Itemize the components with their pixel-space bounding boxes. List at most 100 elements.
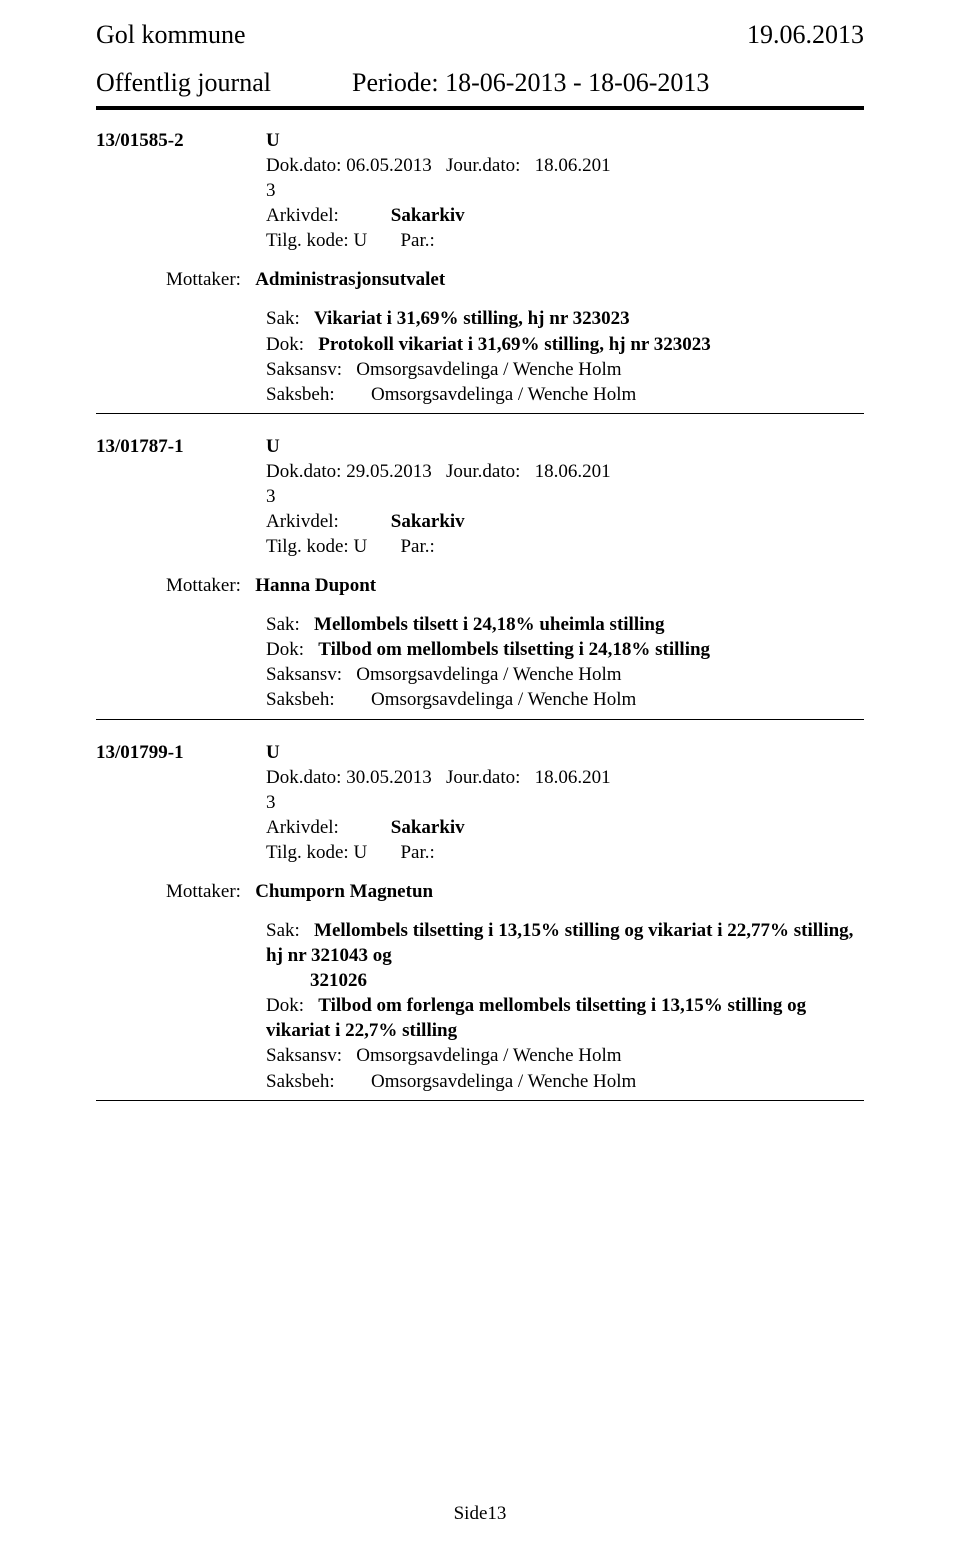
entry-type: U [266, 434, 280, 459]
sak-line: Sak: Mellombels tilsetting i 13,15% stil… [266, 918, 864, 968]
jourdato-cont: 3 [96, 790, 864, 815]
arkivdel-line: Arkivdel: Sakarkiv [96, 203, 864, 228]
mottaker-value: Hanna Dupont [255, 575, 376, 596]
periode: Periode: 18-06-2013 - 18-06-2013 [346, 68, 709, 98]
sak-label: Sak: [266, 308, 300, 329]
jourdato-value: 18.06.201 [535, 155, 611, 176]
case-number: 13/01799-1 [96, 740, 266, 765]
header-row-1: Gol kommune 19.06.2013 [96, 20, 864, 50]
saksansv-value: Omsorgsavdelinga / Wenche Holm [356, 359, 621, 380]
arkivdel-label: Arkivdel: [266, 815, 386, 840]
mottaker-value: Chumporn Magnetun [255, 881, 433, 902]
sak-value: Mellombels tilsetting i 13,15% stilling … [266, 920, 853, 966]
arkivdel-label: Arkivdel: [266, 509, 386, 534]
saksbeh-value: Omsorgsavdelinga / Wenche Holm [371, 382, 636, 407]
tilgkode-label: Tilg. kode: [266, 230, 349, 251]
tilgkode-label: Tilg. kode: [266, 842, 349, 863]
saksbeh-value: Omsorgsavdelinga / Wenche Holm [371, 1069, 636, 1094]
jourdato-value: 18.06.201 [535, 767, 611, 788]
mottaker-line: Mottaker: Chumporn Magnetun [96, 879, 864, 904]
mottaker-line: Mottaker: Hanna Dupont [96, 573, 864, 598]
entry-type: U [266, 740, 280, 765]
saksansv-value: Omsorgsavdelinga / Wenche Holm [356, 664, 621, 685]
page-footer: Side13 [0, 1503, 960, 1525]
dokdato-label: Dok.dato: [266, 461, 341, 482]
sak-block: Sak: Mellombels tilsetting i 13,15% stil… [96, 918, 864, 1094]
dok-value: Protokoll vikariat i 31,69% stilling, hj… [318, 334, 711, 355]
sak-cont: 321026 [266, 968, 864, 993]
double-rule [96, 106, 864, 110]
entry-type: U [266, 128, 280, 153]
dokdato-line: Dok.dato: 06.05.2013 Jour.dato: 18.06.20… [96, 153, 864, 178]
dokdato-line: Dok.dato: 30.05.2013 Jour.dato: 18.06.20… [96, 765, 864, 790]
sak-line: Sak: Mellombels tilsett i 24,18% uheimla… [266, 612, 864, 637]
sak-block: Sak: Mellombels tilsett i 24,18% uheimla… [96, 612, 864, 712]
saksbeh-label: Saksbeh: [266, 1069, 371, 1094]
saksansv-line: Saksansv: Omsorgsavdelinga / Wenche Holm [266, 662, 864, 687]
dok-label: Dok: [266, 334, 304, 355]
saksansv-line: Saksansv: Omsorgsavdelinga / Wenche Holm [266, 357, 864, 382]
dok-label: Dok: [266, 639, 304, 660]
par-label: Par.: [400, 230, 434, 251]
dokdato-label: Dok.dato: [266, 155, 341, 176]
jourdato-label: Jour.dato: [446, 461, 520, 482]
entry-rule [96, 1100, 864, 1101]
entry-rule [96, 413, 864, 414]
arkivdel-line: Arkivdel: Sakarkiv [96, 509, 864, 534]
saksbeh-line: Saksbeh: Omsorgsavdelinga / Wenche Holm [266, 1069, 864, 1094]
arkivdel-value: Sakarkiv [391, 817, 465, 838]
journal-entry: 13/01799-1 U Dok.dato: 30.05.2013 Jour.d… [96, 740, 864, 1101]
saksansv-line: Saksansv: Omsorgsavdelinga / Wenche Holm [266, 1043, 864, 1068]
mottaker-label: Mottaker: [166, 881, 241, 902]
saksansv-label: Saksansv: [266, 664, 342, 685]
sak-label: Sak: [266, 920, 300, 941]
journal-entry: 13/01787-1 U Dok.dato: 29.05.2013 Jour.d… [96, 434, 864, 720]
case-number: 13/01787-1 [96, 434, 266, 459]
dok-line: Dok: Tilbod om mellombels tilsetting i 2… [266, 637, 864, 662]
mottaker-label: Mottaker: [166, 269, 241, 290]
mottaker-line: Mottaker: Administrasjonsutvalet [96, 267, 864, 292]
par-label: Par.: [400, 536, 434, 557]
sak-value: Mellombels tilsett i 24,18% uheimla stil… [314, 614, 664, 635]
jourdato-label: Jour.dato: [446, 155, 520, 176]
tilgkode-line: Tilg. kode: U Par.: [96, 228, 864, 253]
jourdato-label: Jour.dato: [446, 767, 520, 788]
saksbeh-line: Saksbeh: Omsorgsavdelinga / Wenche Holm [266, 687, 864, 712]
tilgkode-line: Tilg. kode: U Par.: [96, 534, 864, 559]
par-label: Par.: [400, 842, 434, 863]
saksbeh-line: Saksbeh: Omsorgsavdelinga / Wenche Holm [266, 382, 864, 407]
entry-rule [96, 719, 864, 720]
tilgkode-value: U [353, 536, 367, 557]
case-number: 13/01585-2 [96, 128, 266, 153]
sak-value: Vikariat i 31,69% stilling, hj nr 323023 [314, 308, 630, 329]
org-name: Gol kommune [96, 20, 246, 50]
mottaker-label: Mottaker: [166, 575, 241, 596]
saksbeh-value: Omsorgsavdelinga / Wenche Holm [371, 687, 636, 712]
arkivdel-label: Arkivdel: [266, 203, 386, 228]
sak-line: Sak: Vikariat i 31,69% stilling, hj nr 3… [266, 306, 864, 331]
saksbeh-label: Saksbeh: [266, 687, 371, 712]
dokdato-line: Dok.dato: 29.05.2013 Jour.dato: 18.06.20… [96, 459, 864, 484]
tilgkode-value: U [353, 230, 367, 251]
saksansv-value: Omsorgsavdelinga / Wenche Holm [356, 1045, 621, 1066]
dokdato-value: 29.05.2013 [346, 461, 432, 482]
dok-label: Dok: [266, 995, 304, 1016]
case-line: 13/01585-2 U [96, 128, 864, 153]
journal-entry: 13/01585-2 U Dok.dato: 06.05.2013 Jour.d… [96, 128, 864, 414]
dokdato-value: 06.05.2013 [346, 155, 432, 176]
saksansv-label: Saksansv: [266, 1045, 342, 1066]
dokdato-label: Dok.dato: [266, 767, 341, 788]
tilgkode-line: Tilg. kode: U Par.: [96, 840, 864, 865]
journal-label: Offentlig journal [96, 68, 346, 98]
arkivdel-value: Sakarkiv [391, 205, 465, 226]
case-line: 13/01787-1 U [96, 434, 864, 459]
jourdato-cont: 3 [96, 484, 864, 509]
header-row-2: Offentlig journal Periode: 18-06-2013 - … [96, 68, 864, 98]
case-line: 13/01799-1 U [96, 740, 864, 765]
sak-block: Sak: Vikariat i 31,69% stilling, hj nr 3… [96, 306, 864, 406]
tilgkode-label: Tilg. kode: [266, 536, 349, 557]
jourdato-cont: 3 [96, 178, 864, 203]
mottaker-value: Administrasjonsutvalet [255, 269, 445, 290]
jourdato-value: 18.06.201 [535, 461, 611, 482]
saksansv-label: Saksansv: [266, 359, 342, 380]
